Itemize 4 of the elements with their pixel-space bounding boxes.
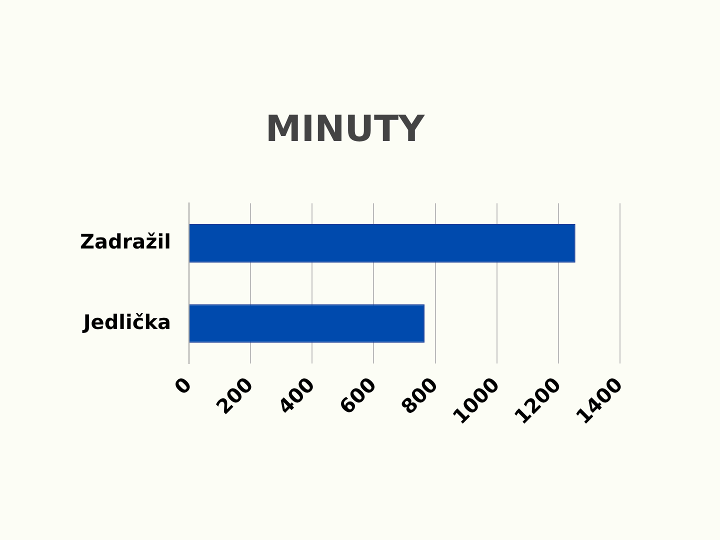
y-tick-label: Zadražil <box>80 230 172 254</box>
chart-title: MINUTY <box>265 108 426 150</box>
y-tick-label: Jedlička <box>81 310 172 334</box>
x-tick-label: 0 <box>169 372 196 400</box>
